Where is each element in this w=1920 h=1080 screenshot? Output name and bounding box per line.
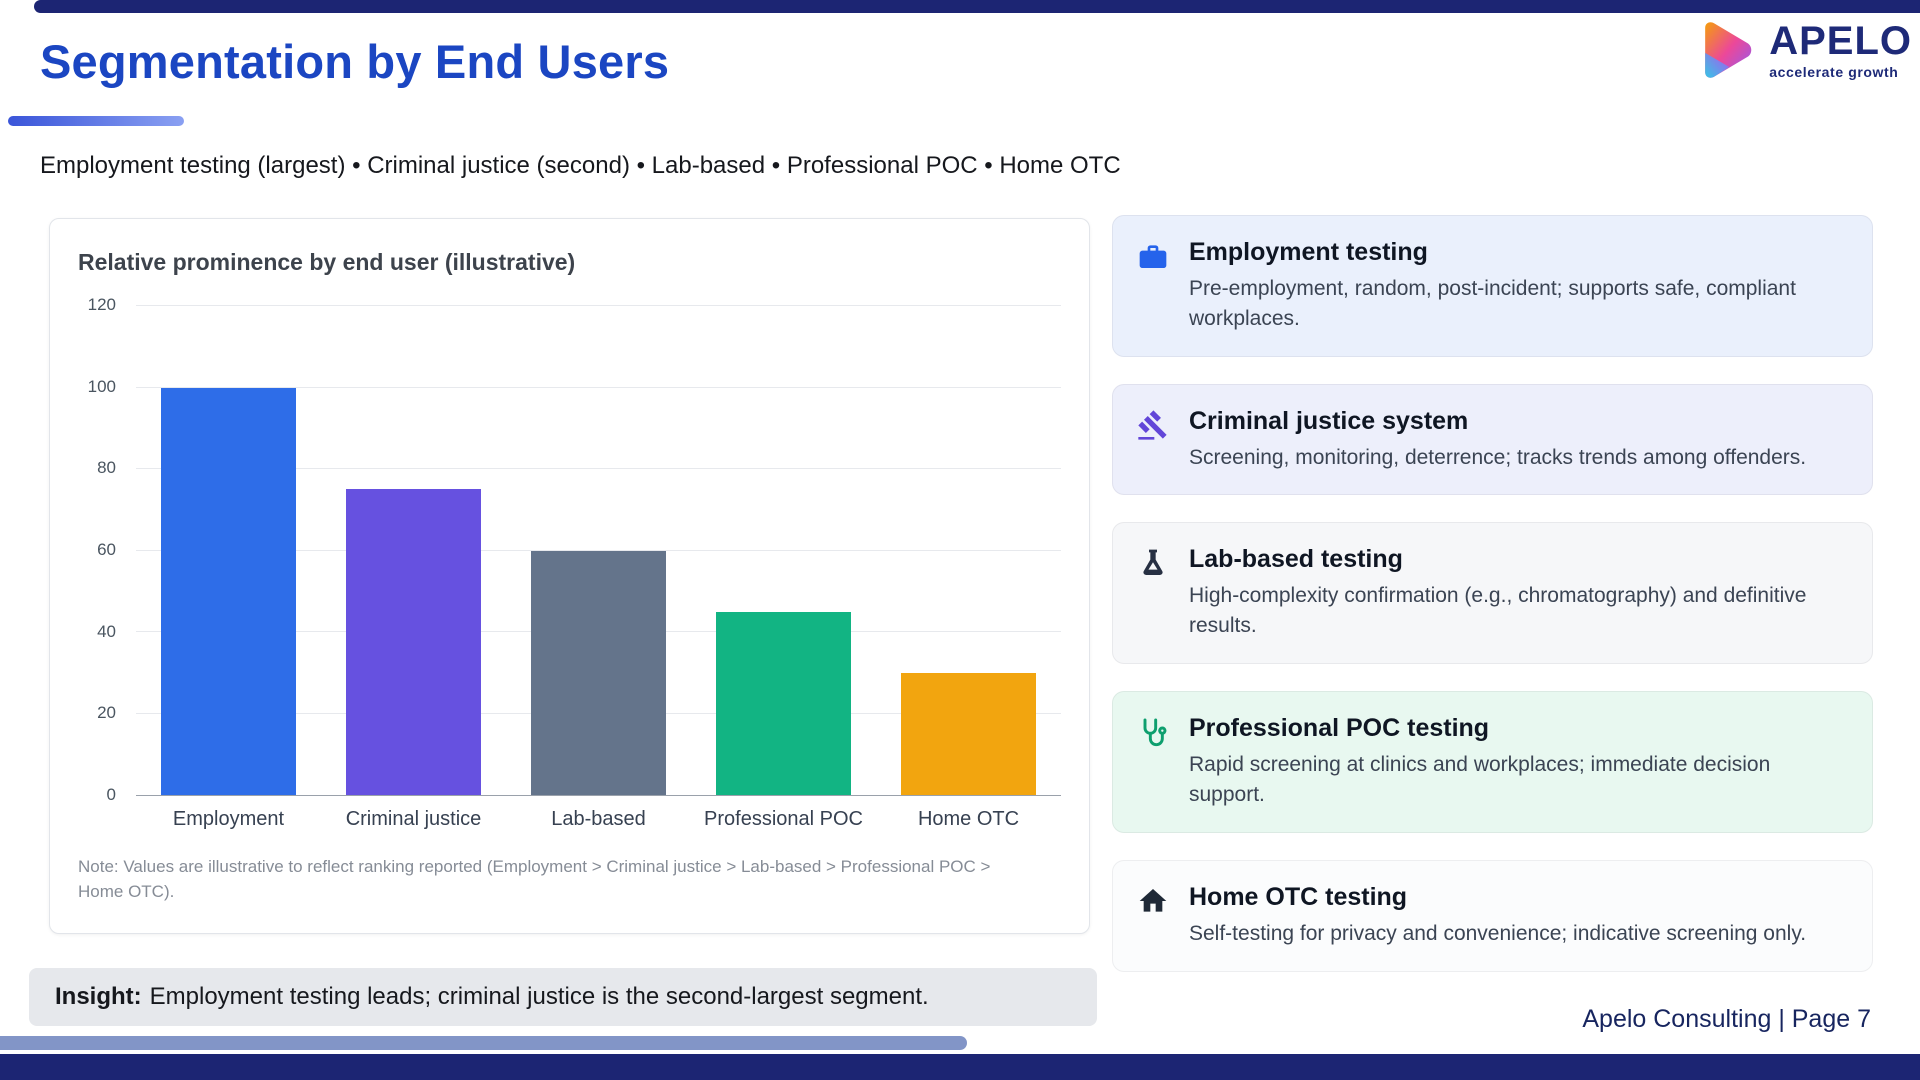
chart-note: Note: Values are illustrative to reflect…: [78, 857, 991, 901]
apelo-logo-text: APELO accelerate growth: [1769, 21, 1912, 80]
info-card-professional-poc-testing: Professional POC testing Rapid screening…: [1112, 691, 1873, 833]
chart-title: Relative prominence by end user (illustr…: [78, 249, 576, 275]
card-text: Employment testing Pre-employment, rando…: [1189, 238, 1848, 334]
card-body: High-complexity confirmation (e.g., chro…: [1189, 584, 1807, 638]
insight-box: Insight: Employment testing leads; crimi…: [29, 968, 1097, 1026]
subtitle: Employment testing (largest) • Criminal …: [40, 152, 1121, 179]
flask-icon: [1137, 545, 1173, 641]
info-card-home-otc-testing: Home OTC testing Self-testing for privac…: [1112, 859, 1873, 972]
footer-text: Apelo Consulting | Page 7: [1582, 1005, 1871, 1033]
y-tick-label: 0: [106, 785, 116, 804]
apelo-logo: APELO accelerate growth: [1689, 16, 1912, 84]
bottom-light-accent-bar: [0, 1036, 967, 1050]
card-text: Criminal justice system Screening, monit…: [1189, 407, 1848, 473]
bar-chart: 0 20 40 60 80 100 120: [78, 295, 1061, 804]
bar-slot: [691, 306, 876, 795]
bottom-navy-accent-bar: [0, 1054, 1920, 1080]
gavel-icon: [1137, 407, 1173, 473]
y-tick-label: 20: [97, 703, 116, 723]
card-body: Self-testing for privacy and convenience…: [1189, 921, 1807, 945]
home-icon: [1137, 883, 1173, 949]
chart-plot: [136, 305, 1061, 796]
apelo-logo-tagline: accelerate growth: [1769, 63, 1899, 80]
page-title: Segmentation by End Users: [40, 35, 670, 88]
bar-home-otc: [901, 672, 1036, 795]
info-card-employment-testing: Employment testing Pre-employment, rando…: [1112, 215, 1873, 357]
bar-slot: [136, 306, 321, 795]
x-tick-label: Home OTC: [917, 808, 1020, 830]
card-title: Lab-based testing: [1189, 545, 1403, 574]
title-underline: [8, 116, 184, 126]
card-title: Criminal justice system: [1189, 406, 1469, 435]
bar-slot: [506, 306, 691, 795]
x-tick-label: Lab-based: [551, 808, 646, 830]
bar-employment: [161, 387, 296, 795]
card-body: Pre-employment, random, post-incident; s…: [1189, 277, 1796, 330]
bar-professional-poc: [716, 611, 851, 795]
chart-bars: [136, 306, 1061, 795]
card-text: Lab-based testing High-complexity confir…: [1189, 545, 1848, 641]
info-card-criminal-justice-system: Criminal justice system Screening, monit…: [1112, 383, 1873, 496]
gridline: [136, 305, 1061, 306]
gridline: [136, 386, 1061, 388]
card-body: Rapid screening at clinics and workplace…: [1189, 753, 1771, 806]
bar-criminal-justice: [346, 489, 481, 795]
gridline: [136, 549, 1061, 551]
info-card-lab-based-testing: Lab-based testing High-complexity confir…: [1112, 522, 1873, 665]
chart-y-axis: 0 20 40 60 80 100 120: [78, 295, 124, 804]
card-text: Home OTC testing Self-testing for privac…: [1189, 883, 1848, 949]
card-text: Professional POC testing Rapid screening…: [1189, 714, 1848, 810]
y-tick-label: 60: [97, 540, 116, 559]
stethoscope-icon: [1137, 714, 1173, 810]
card-title: Professional POC testing: [1189, 714, 1490, 743]
x-tick-label: Professional POC: [704, 808, 863, 830]
y-tick-label: 100: [87, 376, 116, 396]
x-tick-label: Criminal justice: [345, 808, 482, 830]
apelo-logo-icon: [1705, 22, 1752, 78]
bar-slot: [876, 306, 1061, 795]
top-accent-bar: [34, 0, 1920, 13]
x-tick-label: Employment: [172, 808, 285, 830]
y-tick-label: 120: [87, 295, 116, 314]
segment-cards-column: Employment testing Pre-employment, rando…: [1112, 215, 1873, 972]
card-title: Employment testing: [1189, 238, 1428, 266]
chart-x-labels: Employment Criminal justice Lab-based Profe…: [136, 808, 1061, 831]
chart-card: Relative prominence by end user (illustr…: [49, 218, 1090, 934]
y-tick-label: 80: [97, 458, 116, 478]
bar-slot: [321, 306, 506, 795]
gridline: [136, 468, 1061, 470]
card-body: Screening, monitoring, deterrence; track…: [1189, 445, 1807, 469]
briefcase-icon: [1137, 238, 1173, 334]
insight-text: Employment testing leads; criminal justi…: [149, 983, 929, 1010]
insight-label: Insight:: [55, 983, 142, 1010]
bar-lab-based: [531, 550, 666, 795]
y-tick-label: 40: [97, 621, 116, 641]
card-title: Home OTC testing: [1189, 882, 1408, 911]
apelo-logo-name: APELO: [1769, 18, 1912, 63]
